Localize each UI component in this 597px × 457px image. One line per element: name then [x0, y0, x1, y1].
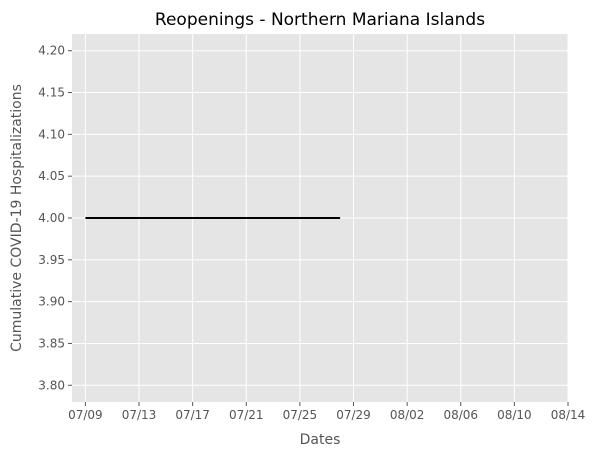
- x-tick-label: 08/14: [551, 408, 586, 422]
- x-tick-label: 07/29: [336, 408, 371, 422]
- y-tick-label: 3.85: [38, 336, 65, 350]
- x-tick-label: 07/13: [122, 408, 157, 422]
- y-tick-label: 4.00: [38, 211, 65, 225]
- y-tick-label: 4.15: [38, 86, 65, 100]
- x-tick-label: 07/25: [283, 408, 318, 422]
- y-tick-label: 3.95: [38, 253, 65, 267]
- y-tick-label: 4.05: [38, 169, 65, 183]
- x-tick-label: 08/02: [390, 408, 425, 422]
- y-tick-labels: 3.80 3.85 3.90 3.95 4.00 4.05 4.10 4.15 4.20: [38, 44, 65, 393]
- y-tick-label: 4.10: [38, 127, 65, 141]
- x-tick-label: 08/06: [443, 408, 478, 422]
- x-tick-label: 07/21: [229, 408, 264, 422]
- y-tick-label: 4.20: [38, 44, 65, 58]
- x-tick-labels: 07/09 07/13 07/17 07/21 07/25 07/29 08/02 08/06…: [68, 408, 585, 422]
- y-tick-label: 3.90: [38, 295, 65, 309]
- x-axis-label: Dates: [300, 432, 341, 448]
- x-tick-label: 07/09: [68, 408, 103, 422]
- y-tick-label: 3.80: [38, 378, 65, 392]
- x-tick-label: 07/17: [175, 408, 210, 422]
- x-tick-label: 08/10: [497, 408, 532, 422]
- chart-title: Reopenings - Northern Mariana Islands: [155, 10, 485, 30]
- y-axis-label: Cumulative COVID-19 Hospitalizations: [9, 84, 25, 352]
